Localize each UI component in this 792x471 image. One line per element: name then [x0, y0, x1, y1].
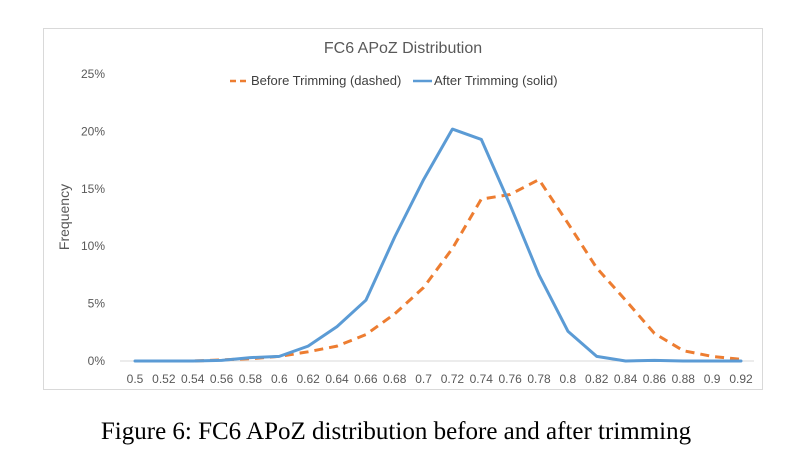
x-tick-label: 0.52 [152, 372, 176, 386]
x-tick-label: 0.92 [729, 372, 753, 386]
x-tick-label: 0.62 [296, 372, 320, 386]
y-tick-label: 10% [81, 239, 105, 253]
chart-frame [43, 28, 763, 390]
x-tick-label: 0.8 [560, 372, 577, 386]
x-tick-label: 0.68 [383, 372, 407, 386]
y-tick-label: 5% [88, 297, 106, 311]
x-tick-label: 0.74 [470, 372, 494, 386]
x-tick-label: 0.88 [672, 372, 696, 386]
x-axis-ticks: 0.5 0.52 0.54 0.56 0.58 0.6 0.62 0.64 0.66 0.68 0.… [127, 372, 753, 386]
x-tick-label: 0.58 [239, 372, 263, 386]
x-tick-label: 0.56 [210, 372, 234, 386]
y-axis-ticks: 0% 5% 10% 15% 20% 25% [81, 67, 105, 368]
x-tick-label: 0.54 [181, 372, 205, 386]
y-tick-label: 0% [88, 354, 106, 368]
series-line-before-trimming [135, 178, 742, 363]
x-tick-label: 0.5 [127, 372, 144, 386]
legend: Before Trimming (dashed) After Trimming … [230, 73, 558, 88]
x-tick-label: 0.64 [325, 372, 349, 386]
x-tick-label: 0.78 [527, 372, 551, 386]
x-tick-label: 0.6 [271, 372, 288, 386]
x-tick-label: 0.82 [585, 372, 609, 386]
x-tick-label: 0.86 [643, 372, 667, 386]
legend-item-before: Before Trimming (dashed) [230, 73, 401, 88]
figure-caption: Figure 6: FC6 APoZ distribution before a… [100, 418, 692, 445]
legend-label-before: Before Trimming (dashed) [251, 73, 401, 88]
chart-title: FC6 APoZ Distribution [324, 40, 482, 57]
x-tick-label: 0.7 [415, 372, 432, 386]
legend-item-after: After Trimming (solid) [413, 73, 558, 88]
x-tick-label: 0.72 [441, 372, 465, 386]
x-tick-label: 0.76 [498, 372, 522, 386]
series-layer [133, 127, 743, 363]
line-chart: FC6 APoZ Distribution Before Trimming (d… [56, 40, 754, 386]
series-line-after-trimming [133, 127, 743, 363]
legend-label-after: After Trimming (solid) [434, 73, 558, 88]
x-tick-label: 0.9 [704, 372, 721, 386]
x-tick-label: 0.84 [614, 372, 638, 386]
y-tick-label: 15% [81, 182, 105, 196]
y-tick-label: 25% [81, 67, 105, 81]
y-axis-title: Frequency [56, 184, 72, 250]
x-tick-label: 0.66 [354, 372, 378, 386]
y-tick-label: 20% [81, 124, 105, 138]
